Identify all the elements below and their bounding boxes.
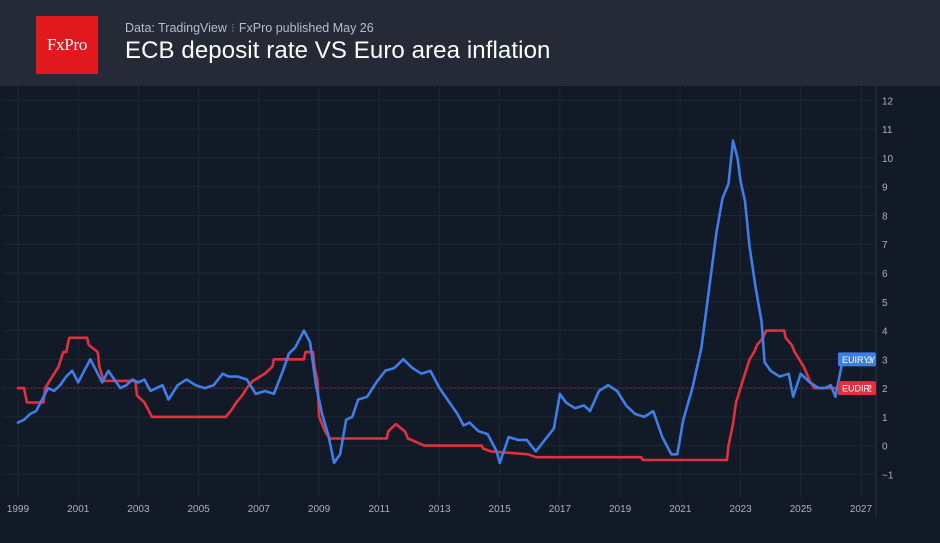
header: FxPro Data: TradingView ⁝ FxPro published … xyxy=(0,0,940,86)
y-tick-label: 4 xyxy=(882,327,888,338)
y-tick-label: 11 xyxy=(882,125,893,136)
x-tick-label: 2025 xyxy=(790,504,813,515)
x-tick-label: 2003 xyxy=(127,504,150,515)
y-tick-label: 1 xyxy=(882,413,888,424)
label-euiryy-name: EUIRYY xyxy=(842,355,875,365)
logo-text: FxPro xyxy=(46,35,88,54)
label-euiryy-bg xyxy=(838,352,876,367)
separator: ⁝ xyxy=(230,21,235,35)
chart-area: −1 0 1 2 3 4 5 6 7 8 9 10 11 12 1999 2001 2003 2005 2007 20… xyxy=(0,86,940,538)
y-tick-label: 12 xyxy=(882,96,894,107)
x-tick-label: 1999 xyxy=(7,504,30,515)
label-eudir-bg xyxy=(838,381,876,396)
x-tick-label: 2001 xyxy=(67,504,90,515)
y-tick-label: 9 xyxy=(882,183,888,194)
label-euiryy-value: 3 xyxy=(867,355,872,365)
series-line-eudir xyxy=(16,329,845,462)
y-tick-label: 7 xyxy=(882,240,888,251)
x-tick-label: 2023 xyxy=(729,504,752,515)
x-tick-label: 2017 xyxy=(549,504,572,515)
x-tick-label: 2019 xyxy=(609,504,632,515)
fxpro-logo: FxPro xyxy=(36,16,98,74)
y-tick-label: 0 xyxy=(882,442,888,453)
y-tick-label: 3 xyxy=(882,355,888,366)
published-date: FxPro published May 26 xyxy=(238,21,374,35)
x-tick-label: 2027 xyxy=(850,504,873,515)
label-eudir-name: EUDIR xyxy=(842,384,871,394)
data-source: Data: TradingView xyxy=(125,21,227,35)
y-tick-label: 8 xyxy=(882,211,888,222)
x-tick-label: 2007 xyxy=(248,504,271,515)
x-tick-label: 2005 xyxy=(188,504,211,515)
y-tick-label: 6 xyxy=(882,269,888,280)
x-tick-label: 2011 xyxy=(369,504,391,515)
y-tick-label: 10 xyxy=(882,154,894,165)
x-tick-label: 2013 xyxy=(428,504,451,515)
y-tick-label: −1 xyxy=(882,470,894,481)
x-tick-label: 2015 xyxy=(489,504,512,515)
chart-title: ECB deposit rate VS Euro area inflation xyxy=(125,37,551,64)
x-tick-label: 2009 xyxy=(308,504,331,515)
series-line-euiryy xyxy=(16,139,845,465)
label-eudir-value: 2 xyxy=(867,384,872,394)
x-tick-label: 2021 xyxy=(669,504,692,515)
y-tick-label: 2 xyxy=(882,384,888,395)
y-tick-label: 5 xyxy=(882,298,888,309)
source-line: Data: TradingView ⁝ FxPro published May 26 xyxy=(125,20,374,35)
